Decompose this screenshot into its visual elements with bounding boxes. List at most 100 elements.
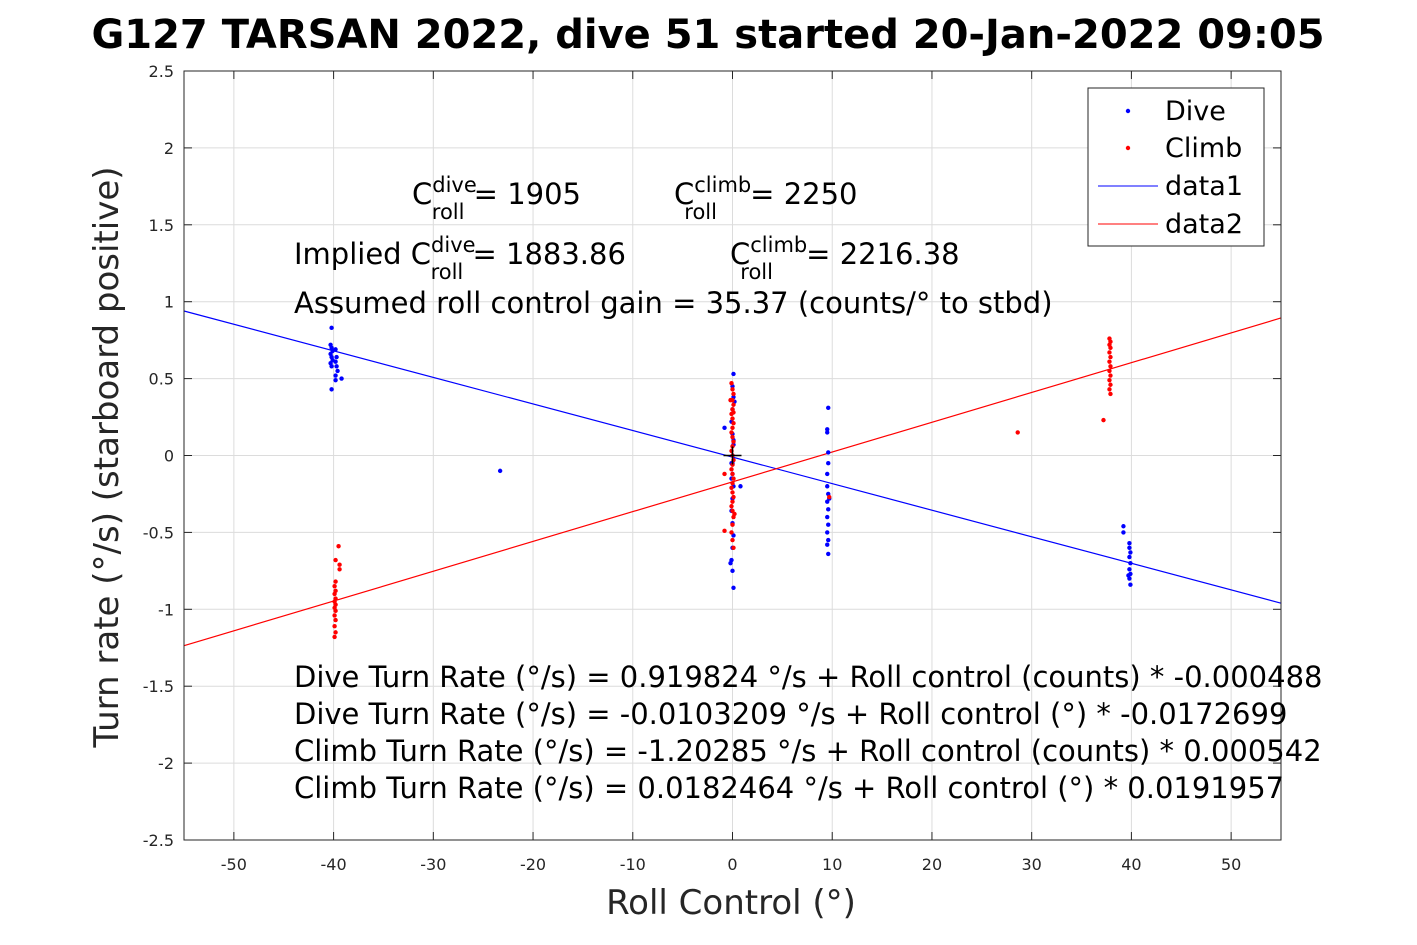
climb-point — [730, 434, 735, 440]
dive-point — [333, 377, 338, 383]
climb-point — [333, 579, 338, 584]
climb-point — [730, 462, 735, 467]
climb-point — [1108, 391, 1113, 397]
dive-point — [825, 430, 830, 435]
climb-point — [337, 567, 342, 572]
data-points — [328, 325, 1133, 640]
dive-degrees-equation: Dive Turn Rate (°/s) = -0.0103209 °/s + … — [294, 697, 1287, 731]
climb-point — [731, 439, 736, 444]
climb-point — [731, 421, 736, 426]
dive-point — [1127, 554, 1132, 560]
climb-point — [730, 416, 735, 421]
climb-point — [1108, 382, 1113, 387]
climb-point — [333, 630, 338, 635]
climb-point — [1107, 359, 1112, 364]
climb-point — [731, 402, 736, 407]
x-tick-label: -20 — [520, 855, 546, 874]
dive-point — [730, 568, 735, 574]
dive-point — [826, 537, 831, 543]
climb-point — [729, 485, 734, 490]
annotations: Cdive roll = 1905 Cclimb roll = 2250 Impli… — [294, 173, 1322, 805]
climb-point — [730, 471, 735, 477]
x-tick-label: 0 — [727, 855, 737, 874]
dive-point — [826, 522, 831, 527]
dive-point — [1128, 582, 1133, 587]
y-tick-label: 1.5 — [149, 216, 174, 235]
x-tick-label: -50 — [221, 855, 247, 874]
dive-point — [825, 484, 830, 489]
dive-point — [1127, 540, 1132, 546]
c-roll-dive-annotation: Cdive roll = 1905 — [412, 173, 581, 224]
climb-point — [729, 530, 734, 535]
climb-point — [1107, 350, 1112, 355]
climb-point — [332, 613, 337, 618]
dive-point — [497, 468, 503, 474]
dive-point — [826, 405, 831, 411]
climb-point — [731, 410, 736, 415]
climb-point — [722, 528, 727, 534]
legend-dive-marker — [1125, 108, 1131, 114]
dive-point — [1127, 567, 1132, 572]
x-tick-label: 10 — [822, 855, 842, 874]
dive-point — [825, 471, 830, 477]
y-tick-label: -1.5 — [143, 677, 174, 696]
climb-point — [722, 471, 727, 477]
dive-point — [826, 450, 831, 455]
legend-dive-label: Dive — [1165, 96, 1226, 127]
climb-point — [730, 490, 735, 495]
dive-point — [722, 425, 727, 431]
climb-point — [731, 476, 736, 481]
climb-point — [730, 444, 735, 449]
dive-point — [333, 347, 338, 352]
dive-point — [1128, 550, 1133, 555]
climb-point — [333, 608, 338, 614]
y-tick-label: -1 — [158, 600, 174, 619]
legend: Dive Climb data1 data2 — [1087, 87, 1265, 247]
climb-point — [1107, 377, 1112, 383]
x-axis-label: Roll Control (°) — [606, 883, 856, 923]
climb-point — [730, 480, 735, 486]
dive-point — [339, 376, 344, 381]
dive-point — [1121, 530, 1126, 535]
climb-point — [730, 387, 735, 392]
climb-counts-equation: Climb Turn Rate (°/s) = -1.20285 °/s + R… — [294, 734, 1322, 768]
climb-point — [332, 584, 337, 589]
legend-box — [1087, 87, 1265, 247]
climb-point — [730, 499, 735, 504]
climb-point — [731, 391, 736, 397]
climb-point — [732, 511, 737, 517]
dive-point — [1126, 573, 1131, 578]
climb-point — [333, 557, 338, 563]
y-axis-label: Turn rate (°/s) (starboard positive) — [87, 166, 127, 748]
legend-climb-marker — [1125, 145, 1131, 151]
dive-point — [826, 460, 831, 466]
climb-point — [728, 397, 733, 403]
dive-point — [1128, 560, 1133, 566]
y-tick-label: 2.5 — [149, 62, 174, 81]
dive-point — [1127, 545, 1132, 550]
c-roll-climb-annotation: Cclimb roll = 2250 — [674, 173, 858, 224]
x-tick-label: 50 — [1221, 855, 1241, 874]
dive-point — [826, 507, 831, 512]
x-tick-label: 30 — [1022, 855, 1042, 874]
climb-point — [1108, 373, 1113, 378]
climb-point — [729, 430, 734, 435]
climb-point — [337, 562, 342, 567]
dive-point — [334, 364, 339, 369]
climb-point — [333, 617, 338, 623]
climb-point — [729, 504, 734, 509]
x-tick-label: -10 — [620, 855, 646, 874]
y-tick-label: 0 — [164, 447, 174, 466]
dive-point — [329, 325, 334, 331]
climb-point — [827, 494, 832, 500]
climb-point — [1015, 430, 1020, 435]
legend-data2-label: data2 — [1165, 209, 1243, 240]
x-tick-label: -40 — [321, 855, 347, 874]
climb-point — [731, 494, 736, 500]
legend-data1-label: data1 — [1165, 171, 1243, 202]
dive-point — [825, 542, 830, 547]
climb-point — [731, 545, 736, 550]
dive-point — [825, 427, 830, 432]
y-tick-label: -0.5 — [143, 523, 174, 542]
